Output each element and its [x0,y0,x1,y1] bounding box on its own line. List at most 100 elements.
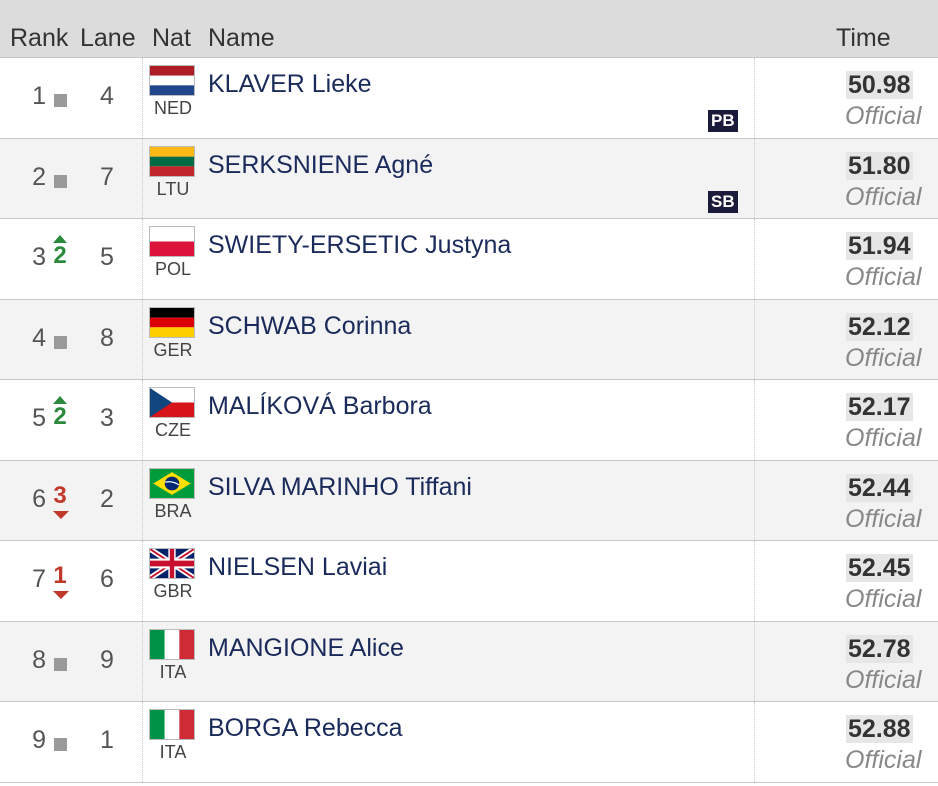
rank-cell: 5 [32,404,46,432]
record-badge: SB [708,190,738,213]
time-value: 51.94 [846,232,913,260]
rank-change-down: 1 [50,557,70,607]
column-divider [754,460,755,540]
athlete-name-link[interactable]: SERKSNIENE Agné [208,150,434,179]
rank-cell: 2 [32,162,46,191]
nat-code: NED [153,98,192,118]
rank-change-value: 3 [53,481,67,509]
nat-code: LTU [156,178,190,199]
time-value: 51.80 [846,151,913,180]
rank-unchanged-icon [54,94,67,107]
header-time[interactable]: Time [836,24,891,52]
table-row[interactable]: 9 1 ITA BORGA Rebecca 52.88 Official [0,702,938,783]
header-name[interactable]: Name [208,24,275,52]
time-value: 52.88 [846,715,913,743]
lithuania-flag-icon [150,146,194,176]
time-value: 52.12 [846,312,913,341]
athlete-name-link[interactable]: SCHWAB Corinna [208,311,412,340]
nat-code: BRA [154,500,192,521]
czechia-flag-icon [150,388,194,417]
column-divider [754,58,755,138]
result-status: Official [845,746,922,774]
column-divider [142,380,143,460]
arrow-down-icon [53,510,69,519]
column-divider [142,219,143,299]
time-value: 52.45 [846,554,913,582]
lane-cell: 1 [100,726,114,754]
rank-cell: 6 [32,484,46,513]
column-divider [754,541,755,621]
column-divider [754,702,755,782]
athlete-name-link[interactable]: KLAVER Lieke [208,70,372,98]
rank-unchanged-icon [54,174,67,188]
table-row[interactable]: 5 2 3 CZE MALÍKOVÁ Barbora 52.17 Official [0,380,938,461]
athlete-name-link[interactable]: SWIETY-ERSETIC Justyna [208,231,512,259]
column-divider [142,702,143,782]
rank-change-value: 1 [53,562,67,589]
rank-cell: 3 [32,243,46,271]
result-status: Official [845,182,922,211]
poland-flag-icon [150,227,194,256]
column-divider [142,299,143,379]
result-status: Official [845,263,922,291]
rank-change-down: 3 [50,477,70,527]
result-status: Official [845,504,922,533]
record-badge: PB [708,110,738,132]
column-divider [754,299,755,379]
table-header: Rank Lane Nat Name Time [0,0,938,58]
athlete-name-link[interactable]: MALÍKOVÁ Barbora [208,392,432,420]
rank-unchanged-icon [54,738,67,751]
athlete-name-link[interactable]: MANGIONE Alice [208,633,404,662]
table-row[interactable]: 6 3 2 BRA SILVA MARINHO Tiffani 52.44 Official [0,460,938,541]
lane-cell: 6 [100,565,114,593]
arrow-up-icon [53,396,67,404]
lane-cell: 4 [100,82,114,110]
table-row[interactable]: 7 1 6 GBR NIELSEN Laviai 52.45 Official [0,541,938,622]
lane-cell: 7 [100,162,114,191]
italy-flag-icon [150,629,194,659]
athlete-name-link[interactable]: SILVA MARINHO Tiffani [208,472,472,501]
column-divider [754,138,755,218]
lane-cell: 2 [100,484,114,513]
table-row[interactable]: 8 9 ITA MANGIONE Alice 52.78 Official [0,621,938,702]
table-row[interactable]: 2 7 LTU SERKSNIENE Agné SB 51.80 Official [0,138,938,219]
rank-cell: 1 [32,82,46,110]
time-value: 52.78 [846,634,913,663]
nat-code: ITA [159,742,187,762]
table-row[interactable]: 4 8 GER SCHWAB Corinna 52.12 Official [0,299,938,380]
rank-change-value: 2 [53,242,67,269]
nat-code: POL [154,259,192,279]
column-divider [754,621,755,701]
arrow-up-icon [53,235,67,243]
header-lane[interactable]: Lane [80,24,136,52]
table-row[interactable]: 1 4 NED KLAVER Lieke PB 50.98 Official [0,58,938,139]
athlete-name-link[interactable]: NIELSEN Laviai [208,553,388,581]
time-value: 50.98 [846,71,913,99]
rank-change-value: 2 [53,403,67,430]
result-status: Official [845,424,922,452]
column-divider [142,541,143,621]
athlete-name-link[interactable]: BORGA Rebecca [208,714,403,742]
arrow-down-icon [53,591,69,599]
column-divider [142,58,143,138]
column-divider [142,621,143,701]
germany-flag-icon [150,307,194,337]
rank-unchanged-icon [54,657,67,671]
column-divider [142,460,143,540]
table-row[interactable]: 3 2 5 POL SWIETY-ERSETIC Justyna 51.94 Officia… [0,219,938,300]
united-kingdom-flag-icon [150,549,194,578]
lane-cell: 5 [100,243,114,271]
netherlands-flag-icon [150,66,194,95]
rank-cell: 4 [32,323,46,352]
time-value: 52.44 [846,473,913,502]
header-nat[interactable]: Nat [152,24,191,52]
column-divider [754,380,755,460]
header-rank[interactable]: Rank [10,24,69,52]
nat-code: CZE [155,420,191,440]
result-status: Official [845,665,922,694]
column-divider [142,138,143,218]
result-status: Official [845,102,922,130]
rank-cell: 7 [32,565,46,593]
italy-flag-icon [150,710,194,739]
